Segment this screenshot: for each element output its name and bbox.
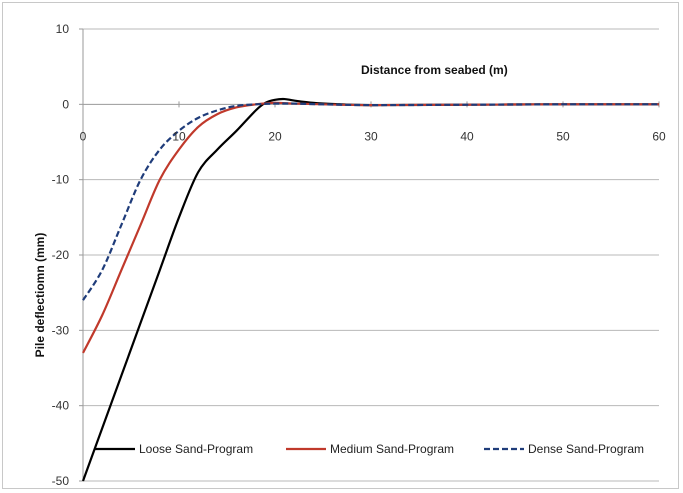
- x-tick-label: 40: [460, 129, 474, 143]
- tick-labels: 0 10 20 30 40 50 60 10 0 -10 -20 -30 -40 -50: [52, 22, 666, 488]
- grid-lines: [83, 28, 659, 482]
- y-tick-label: 10: [56, 22, 70, 36]
- x-tick-label: 20: [268, 129, 282, 143]
- line-chart: 0 10 20 30 40 50 60 10 0 -10 -20 -30 -40 -50 Distance…: [33, 22, 666, 488]
- legend: Loose Sand-Program Medium Sand-Program Den…: [95, 442, 644, 456]
- x-tick-label: 0: [80, 129, 87, 143]
- x-tick-label: 50: [556, 129, 570, 143]
- legend-label-3: Dense Sand-Program: [528, 442, 644, 456]
- chart-frame: 0 10 20 30 40 50 60 10 0 -10 -20 -30 -40 -50 Distance…: [2, 2, 679, 489]
- y-tick-label: -10: [52, 173, 70, 187]
- y-tick-label: -50: [52, 474, 70, 488]
- x-tick-label: 60: [652, 129, 666, 143]
- legend-label-2: Medium Sand-Program: [330, 442, 454, 456]
- x-tick-label: 30: [364, 129, 378, 143]
- series-line-3: [82, 102, 660, 301]
- x-axis-label: Distance from seabed (m): [361, 63, 508, 77]
- x-tick-label: 10: [172, 129, 186, 143]
- y-tick-label: -20: [52, 248, 70, 262]
- y-axis-label: Pile deflectiomn (mm): [33, 233, 47, 358]
- y-tick-label: -40: [52, 399, 70, 413]
- series-line-1: [81, 97, 660, 482]
- y-tick-label: -30: [52, 323, 70, 337]
- series-group: [81, 97, 660, 482]
- y-tick-label: 0: [62, 97, 69, 111]
- legend-label-1: Loose Sand-Program: [139, 442, 253, 456]
